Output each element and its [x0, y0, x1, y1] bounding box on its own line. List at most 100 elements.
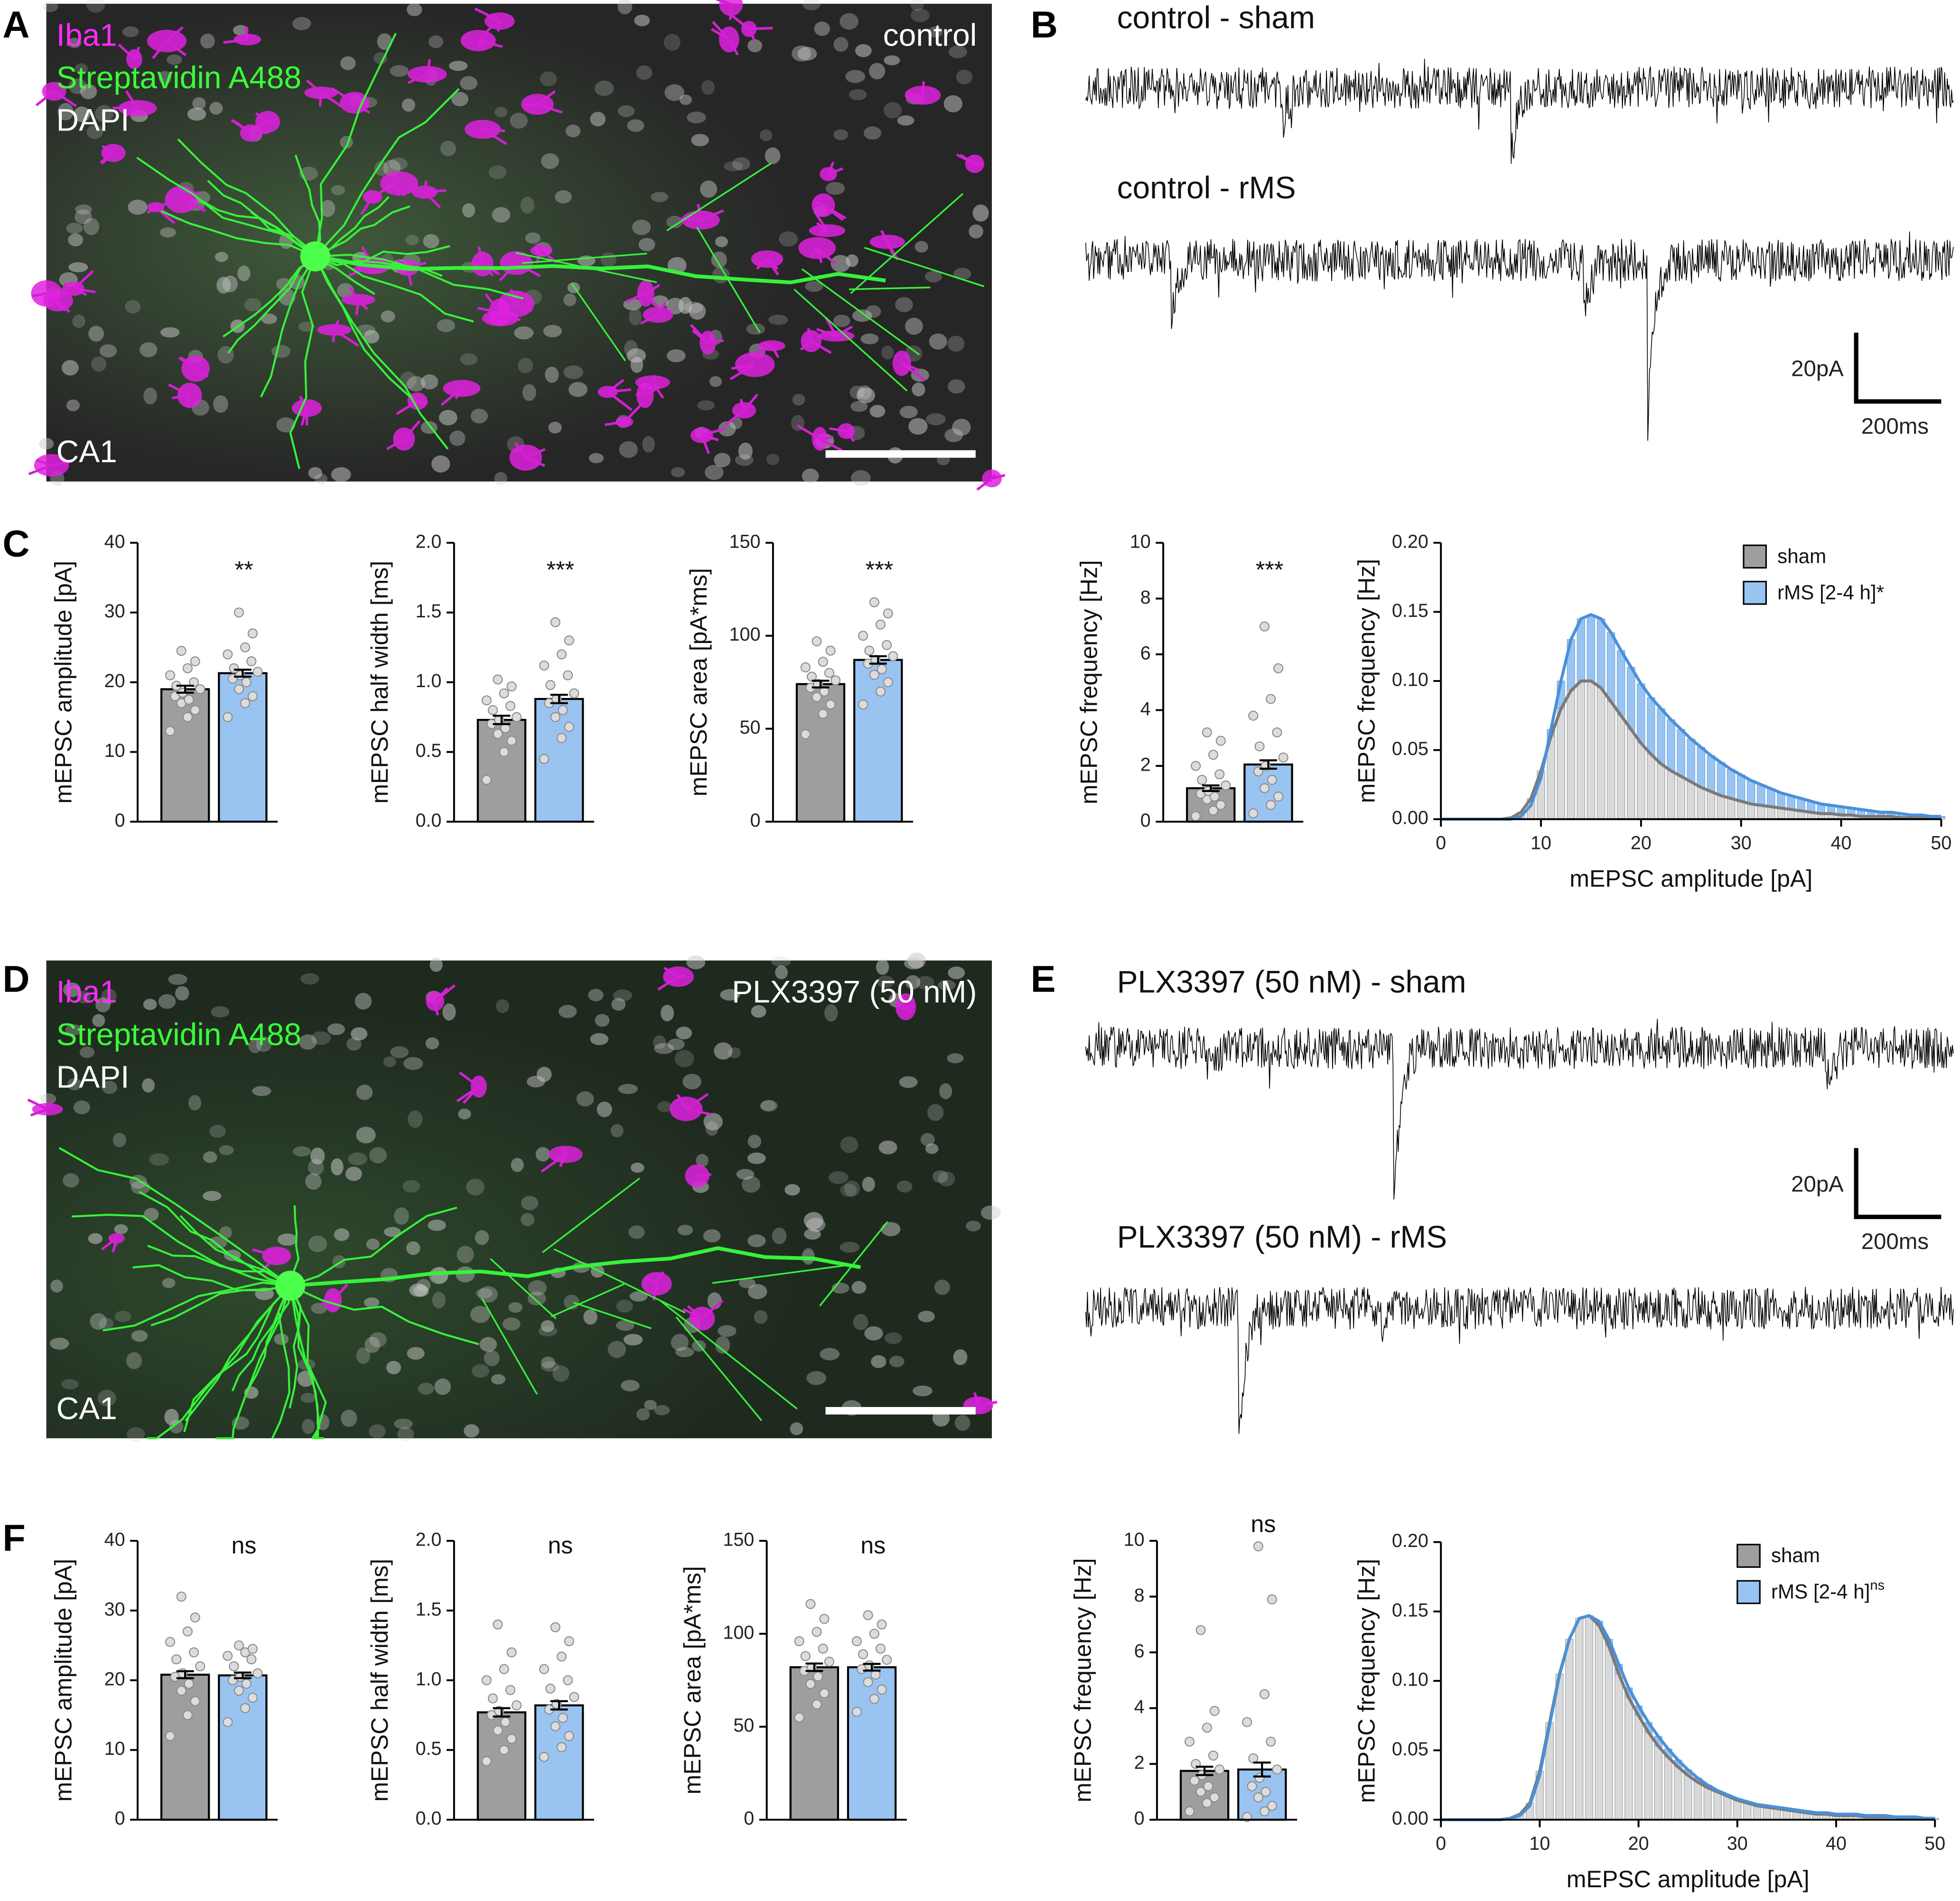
data-point: [1254, 741, 1265, 752]
microglia-process: [383, 175, 400, 185]
data-point: [869, 1694, 879, 1704]
y-tick-label: 0: [1134, 1808, 1145, 1829]
nucleus: [340, 56, 356, 70]
microglia-process: [809, 247, 818, 258]
nucleus: [292, 1146, 311, 1157]
nucleus: [114, 1224, 128, 1234]
nucleus: [934, 1279, 950, 1295]
nucleus: [356, 1347, 370, 1364]
data-point: [1208, 805, 1219, 816]
nucleus: [274, 1333, 289, 1345]
nucleus: [851, 470, 871, 486]
dendrite: [849, 287, 931, 290]
microglia-process: [423, 180, 428, 193]
data-point: [818, 1643, 828, 1654]
microglia-process: [728, 38, 739, 56]
nucleus: [746, 323, 765, 335]
nucleus: [703, 1113, 723, 1131]
nucleus: [703, 1229, 721, 1243]
microglia-process: [355, 299, 360, 316]
scale-amplitude: 20pA: [1791, 1172, 1844, 1197]
nucleus: [126, 1427, 145, 1442]
nucleus: [616, 1320, 635, 1331]
data-point: [506, 681, 517, 692]
nucleus: [67, 1078, 82, 1090]
dendrite: [675, 1316, 763, 1421]
nucleus: [897, 115, 915, 126]
panel-letter: B: [1031, 3, 1058, 46]
nucleus: [895, 297, 913, 312]
histogram-bar: [1627, 729, 1635, 820]
nucleus: [98, 1318, 114, 1330]
stain-label: DAPI: [56, 1059, 130, 1094]
microglia-process: [747, 28, 756, 41]
data-point: [563, 670, 573, 680]
data-point: [1248, 710, 1259, 721]
nucleus: [144, 1208, 159, 1221]
scale-time: 200ms: [1861, 1229, 1929, 1254]
apical-dendrite: [290, 1246, 861, 1288]
histogram-bar: [1713, 1791, 1722, 1820]
data-point: [493, 1619, 503, 1630]
nucleus: [944, 428, 963, 442]
nucleus: [840, 1183, 857, 1197]
nucleus: [862, 1176, 875, 1192]
microglia-process: [124, 107, 139, 118]
nucleus: [431, 455, 450, 473]
nucleus: [908, 418, 928, 435]
trace-title: PLX3397 (50 nM) - sham: [1117, 964, 1466, 999]
microglia-process: [835, 325, 853, 337]
nucleus: [394, 1207, 409, 1225]
microglia-process: [489, 317, 501, 325]
nucleus: [122, 26, 139, 37]
data-point: [176, 1591, 187, 1602]
y-tick-label: 0.15: [1392, 600, 1428, 621]
nucleus: [682, 1073, 701, 1090]
nucleus: [548, 421, 562, 434]
nucleus: [747, 1284, 767, 1299]
microglia-process: [406, 267, 413, 286]
legend-name: rMS [2-4 h]*: [1777, 581, 1884, 604]
nucleus: [434, 1378, 451, 1395]
error-bar: [863, 1663, 881, 1672]
microglia-process: [458, 1071, 480, 1088]
microglia-process: [899, 1006, 906, 1011]
nucleus: [143, 387, 157, 405]
microglia-process: [195, 367, 209, 378]
microglia-process: [181, 198, 206, 212]
data-point: [1260, 1806, 1270, 1817]
data-point: [190, 656, 200, 667]
nucleus: [73, 1100, 91, 1114]
nucleus: [74, 106, 90, 122]
y-tick-label: 150: [729, 531, 761, 552]
nucleus: [39, 438, 54, 450]
nucleus: [311, 1031, 331, 1045]
nucleus: [420, 374, 439, 390]
nucleus: [475, 1230, 489, 1245]
nucleus: [953, 1349, 968, 1365]
microglia-process: [36, 458, 52, 466]
nucleus: [92, 1014, 105, 1027]
microglia-process: [426, 59, 431, 75]
data-point: [229, 1661, 239, 1671]
microglia-process: [349, 287, 360, 301]
error-bar: [176, 684, 194, 694]
dendrite: [314, 256, 411, 398]
microglia-process: [252, 1248, 277, 1258]
nucleus: [203, 1191, 222, 1201]
microglia-process: [824, 317, 838, 337]
nucleus: [624, 340, 638, 357]
data-point: [813, 1671, 823, 1682]
microglia-process: [807, 328, 812, 342]
nucleus: [406, 3, 422, 17]
histogram-bar: [1615, 1673, 1623, 1820]
microglia-process: [477, 40, 485, 51]
y-tick-label: 0.5: [415, 1738, 441, 1759]
data-point: [858, 1649, 868, 1659]
nucleus: [356, 1127, 376, 1144]
nucleus: [377, 33, 392, 50]
histogram-bar: [1567, 690, 1575, 820]
nucleus: [479, 1337, 497, 1352]
microglia-process: [905, 91, 923, 97]
data-point: [545, 1683, 556, 1694]
